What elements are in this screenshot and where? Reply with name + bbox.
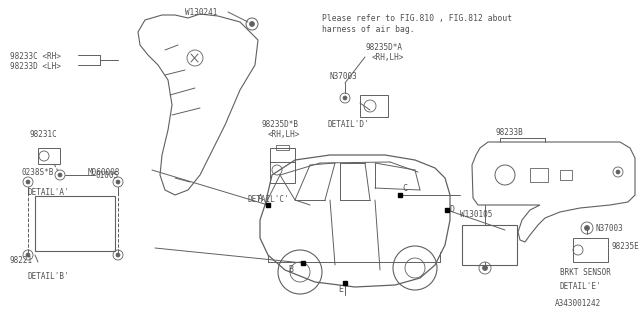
Bar — [530, 168, 548, 182]
Text: W130241: W130241 — [185, 8, 218, 17]
Text: B: B — [288, 265, 293, 274]
Circle shape — [26, 180, 30, 184]
Text: <RH,LH>: <RH,LH> — [372, 53, 404, 62]
Text: 0238S*B: 0238S*B — [22, 168, 54, 177]
Circle shape — [26, 253, 30, 257]
Text: <RH,LH>: <RH,LH> — [268, 130, 300, 139]
Circle shape — [116, 253, 120, 257]
Text: 98231C: 98231C — [30, 130, 58, 139]
Bar — [360, 95, 388, 117]
Text: N37003: N37003 — [596, 224, 624, 233]
Text: A: A — [258, 194, 263, 203]
Bar — [270, 148, 295, 183]
Bar — [38, 148, 60, 164]
Circle shape — [58, 173, 62, 177]
Bar — [560, 170, 572, 180]
Text: E: E — [338, 285, 343, 294]
Bar — [35, 196, 115, 251]
Circle shape — [250, 21, 255, 27]
Text: DETAIL'C': DETAIL'C' — [248, 195, 290, 204]
Text: 98235D*B: 98235D*B — [262, 120, 299, 129]
Circle shape — [584, 226, 589, 230]
Text: 98221: 98221 — [10, 256, 33, 265]
Text: 98233B: 98233B — [495, 128, 523, 137]
Text: 98233D <LH>: 98233D <LH> — [10, 62, 61, 71]
Text: DETAIL'D': DETAIL'D' — [328, 120, 370, 129]
Text: M060008: M060008 — [88, 168, 120, 177]
Text: Please refer to FIG.810 , FIG.812 about: Please refer to FIG.810 , FIG.812 about — [322, 14, 512, 23]
Text: W130105: W130105 — [460, 210, 492, 219]
Text: BRKT SENSOR: BRKT SENSOR — [560, 268, 611, 277]
Text: DETAIL'A': DETAIL'A' — [28, 188, 70, 197]
Text: DETAIL'E': DETAIL'E' — [560, 282, 602, 291]
Bar — [276, 145, 289, 150]
Circle shape — [483, 266, 488, 270]
Circle shape — [616, 170, 620, 174]
Text: N37003: N37003 — [330, 72, 358, 81]
Text: harness of air bag.: harness of air bag. — [322, 25, 415, 34]
Text: 98233C <RH>: 98233C <RH> — [10, 52, 61, 61]
Text: 0100S: 0100S — [96, 171, 119, 180]
Text: 98235E: 98235E — [612, 242, 640, 251]
Text: D: D — [449, 205, 454, 214]
Bar — [462, 225, 517, 265]
Circle shape — [343, 96, 347, 100]
Text: C: C — [402, 184, 407, 193]
Text: DETAIL'B': DETAIL'B' — [28, 272, 70, 281]
Text: 98235D*A: 98235D*A — [365, 43, 402, 52]
Circle shape — [116, 180, 120, 184]
Bar — [573, 238, 608, 262]
Text: A343001242: A343001242 — [555, 299, 601, 308]
